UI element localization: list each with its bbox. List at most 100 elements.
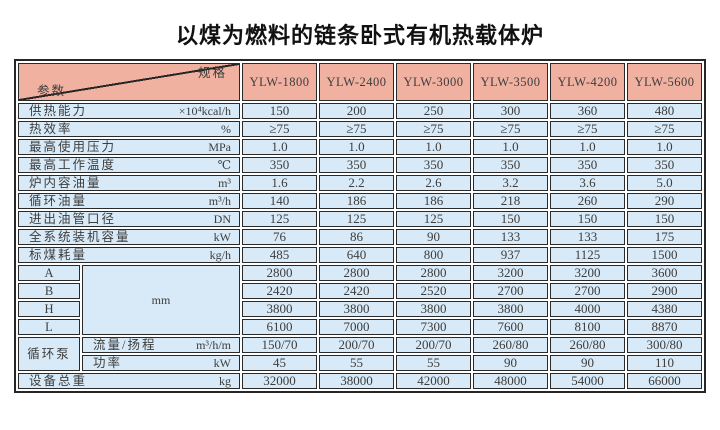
cell-value: 260/80 [550, 337, 625, 353]
cell-value: 250 [396, 103, 471, 119]
row-label-cell: 热效率% [18, 121, 240, 137]
row-label-wrap: 进出油管口径 DN [19, 212, 239, 226]
cell-value: 200/70 [319, 337, 394, 353]
cell-value: 290 [627, 193, 702, 209]
row-unit: DN [213, 212, 231, 226]
cell-value: 937 [473, 247, 548, 263]
column-header: YLW-3000 [396, 63, 471, 101]
cell-value: 1500 [627, 247, 702, 263]
cell-value: 2800 [396, 265, 471, 281]
table-row: 进出油管口径 DN 125 125 125 150 150 150 [18, 211, 702, 227]
row-label: 供热能力 [29, 104, 88, 118]
pump-row-label-cell: 流量/扬程 m³/h/m [82, 337, 240, 353]
table-row: 循环油量 m³/h 140 186 186 218 260 290 [18, 193, 702, 209]
cell-value: 5.0 [627, 175, 702, 191]
row-label-wrap: 标煤耗量 kg/h [19, 248, 239, 262]
cell-value: 2.6 [396, 175, 471, 191]
spec-table-body: 供热能力 ×10⁴kcal/h 150 200 250 300 360 480 热效率% ≥75 ≥… [18, 103, 702, 389]
cell-value: 300/80 [627, 337, 702, 353]
column-header: YLW-3500 [473, 63, 548, 101]
cell-value: 1125 [550, 247, 625, 263]
cell-value: 175 [627, 229, 702, 245]
row-unit: m³ [218, 176, 231, 190]
table-row: 全系统装机容量 kW 76 86 90 133 133 175 [18, 229, 702, 245]
row-label: 标煤耗量 [29, 248, 88, 262]
cell-value: 66000 [627, 373, 702, 389]
dimension-unit: mm [82, 265, 240, 335]
header-row: 规格 参数 YLW-1800 YLW-2400 YLW-3000 YLW-3500 YLW-… [18, 63, 702, 101]
cell-value: 8100 [550, 319, 625, 335]
cell-value: 260/80 [473, 337, 548, 353]
cell-value: 2520 [396, 283, 471, 299]
cell-value: 150 [242, 103, 317, 119]
row-unit: MPa [208, 140, 231, 154]
dimension-label: A [18, 265, 80, 281]
cell-value: 2900 [627, 283, 702, 299]
row-label-cell: 全系统装机容量 kW [18, 229, 240, 245]
cell-value: 3200 [550, 265, 625, 281]
cell-value: 260 [550, 193, 625, 209]
corner-cell: 规格 参数 [18, 63, 240, 101]
table-row: 最高使用压力 MPa 1.0 1.0 1.0 1.0 1.0 1.0 [18, 139, 702, 155]
cell-value: 86 [319, 229, 394, 245]
row-unit: % [221, 122, 231, 136]
cell-value: 1.6 [242, 175, 317, 191]
cell-value: 300 [473, 103, 548, 119]
row-label: 流量/扬程 [93, 338, 157, 352]
cell-value: 3.2 [473, 175, 548, 191]
row-unit: ℃ [217, 158, 231, 172]
cell-value: 200/70 [396, 337, 471, 353]
cell-value: 350 [627, 157, 702, 173]
table-row: 炉内容油量 m³ 1.6 2.2 2.6 3.2 3.6 5.0 [18, 175, 702, 191]
cell-value: 1.0 [627, 139, 702, 155]
spec-corner-label: 规格 [197, 66, 227, 80]
table-row: 循环泵 流量/扬程 m³/h/m 150/70 200/70 200/70 260/80 26… [18, 337, 702, 371]
row-label: 最高工作温度 [29, 158, 117, 172]
cell-value: 90 [396, 229, 471, 245]
row-label-wrap: 流量/扬程 m³/h/m [83, 338, 239, 352]
pump-row-label-cell: 功率 kW [82, 355, 240, 371]
row-label-cell: 最高工作温度 ℃ [18, 157, 240, 173]
cell-value: 8870 [627, 319, 702, 335]
table-row: L 6100 7000 7300 7600 8100 8870 [18, 319, 702, 335]
cell-value: 350 [473, 157, 548, 173]
dimension-label: L [18, 319, 80, 335]
cell-value: 48000 [473, 373, 548, 389]
cell-value: ≥75 [242, 121, 317, 137]
spec-table-head: 规格 参数 YLW-1800 YLW-2400 YLW-3000 YLW-3500 YLW-… [18, 63, 702, 101]
row-label-wrap: 最高使用压力 MPa [19, 140, 239, 154]
row-label: 全系统装机容量 [29, 230, 131, 244]
cell-value: 2700 [550, 283, 625, 299]
cell-value: 6100 [242, 319, 317, 335]
row-label-wrap: 循环油量 m³/h [19, 194, 239, 208]
row-label-cell: 标煤耗量 kg/h [18, 247, 240, 263]
cell-value: 1.0 [319, 139, 394, 155]
dimension-label: B [18, 283, 80, 299]
dimension-label: H [18, 301, 80, 317]
cell-value: 45 [242, 355, 317, 371]
row-label-wrap: 炉内容油量 m³ [19, 176, 239, 190]
page-title: 以煤为燃料的链条卧式有机热载体炉 [175, 24, 544, 49]
cell-value: 3.6 [550, 175, 625, 191]
cell-value: 42000 [396, 373, 471, 389]
cell-value: 54000 [550, 373, 625, 389]
cell-value: 186 [319, 193, 394, 209]
cell-value: 4380 [627, 301, 702, 317]
row-label: 功率 [93, 356, 123, 370]
cell-value: 125 [319, 211, 394, 227]
row-unit: m³/h/m [196, 338, 231, 352]
cell-value: 90 [550, 355, 625, 371]
cell-value: 4000 [550, 301, 625, 317]
table-row: 供热能力 ×10⁴kcal/h 150 200 250 300 360 480 [18, 103, 702, 119]
cell-value: ≥75 [396, 121, 471, 137]
table-row: 设备总重 kg 32000 38000 42000 48000 54000 66000 [18, 373, 702, 389]
row-label-wrap: 供热能力 ×10⁴kcal/h [19, 104, 239, 118]
row-unit: kW [213, 356, 231, 370]
row-label-cell: 供热能力 ×10⁴kcal/h [18, 103, 240, 119]
cell-value: 133 [473, 229, 548, 245]
cell-value: 2800 [242, 265, 317, 281]
table-row: 标煤耗量 kg/h 485 640 800 937 1125 1500 [18, 247, 702, 263]
table-row: B 2420 2420 2520 2700 2700 2900 [18, 283, 702, 299]
cell-value: 7300 [396, 319, 471, 335]
